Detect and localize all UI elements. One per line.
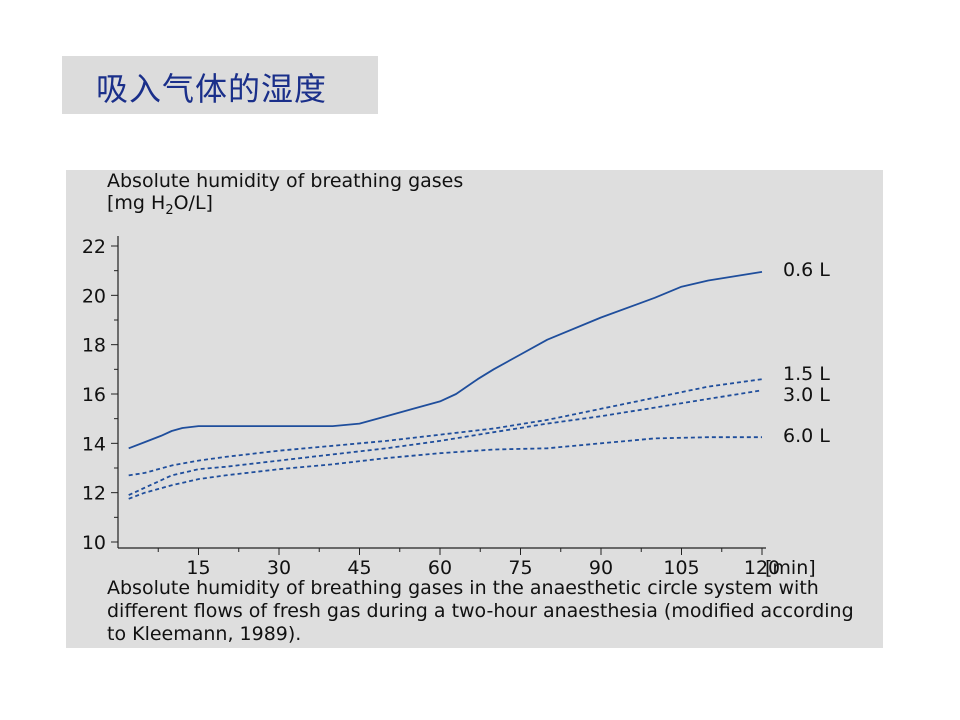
series-line-0-6-l	[128, 271, 763, 450]
series-line-3-0-l	[128, 389, 763, 496]
y-tick-label: 16	[82, 384, 106, 406]
x-tick-label: 75	[508, 557, 532, 579]
y-tick-label: 20	[82, 285, 106, 307]
y-axis-label-prefix: [mg H	[107, 192, 166, 214]
series-label: 1.5 L	[783, 363, 830, 385]
chart-title: Absolute humidity of breathing gases	[107, 170, 464, 192]
x-tick-label: 30	[267, 557, 291, 579]
x-tick-label: 60	[428, 557, 452, 579]
x-tick-label: 90	[589, 557, 613, 579]
series-line-1-5-l	[128, 378, 763, 477]
chart-panel: Absolute humidity of breathing gases [mg…	[66, 170, 883, 648]
slide-title-box: 吸入气体的湿度	[62, 56, 378, 114]
series-label: 3.0 L	[783, 384, 830, 406]
y-tick-label: 12	[82, 483, 106, 505]
y-axis-label: [mg H2O/L]	[107, 192, 213, 222]
y-tick-label: 10	[82, 532, 106, 554]
x-tick-label: 105	[663, 557, 699, 579]
y-axis-label-subscript: 2	[165, 202, 174, 218]
x-tick-label: 45	[347, 557, 371, 579]
y-tick-label: 22	[82, 236, 106, 258]
x-tick-label: 15	[186, 557, 210, 579]
slide-title: 吸入气体的湿度	[96, 70, 328, 108]
series-label: 0.6 L	[783, 259, 830, 281]
y-axis-label-suffix: O/L]	[173, 192, 213, 214]
x-axis-label: [min]	[765, 557, 816, 579]
x-tick-label: 120	[744, 557, 780, 579]
series-label: 6.0 L	[783, 425, 830, 447]
y-tick-label: 14	[82, 433, 106, 455]
y-tick-label: 18	[82, 335, 106, 357]
chart-caption: Absolute humidity of breathing gases in …	[107, 577, 854, 645]
series-line-6-0-l	[128, 436, 762, 500]
humidity-line-chart: 10 12 14 16 18 20 22 15 30 45 60 75 90 105 120[min] 0.6…	[82, 236, 830, 579]
